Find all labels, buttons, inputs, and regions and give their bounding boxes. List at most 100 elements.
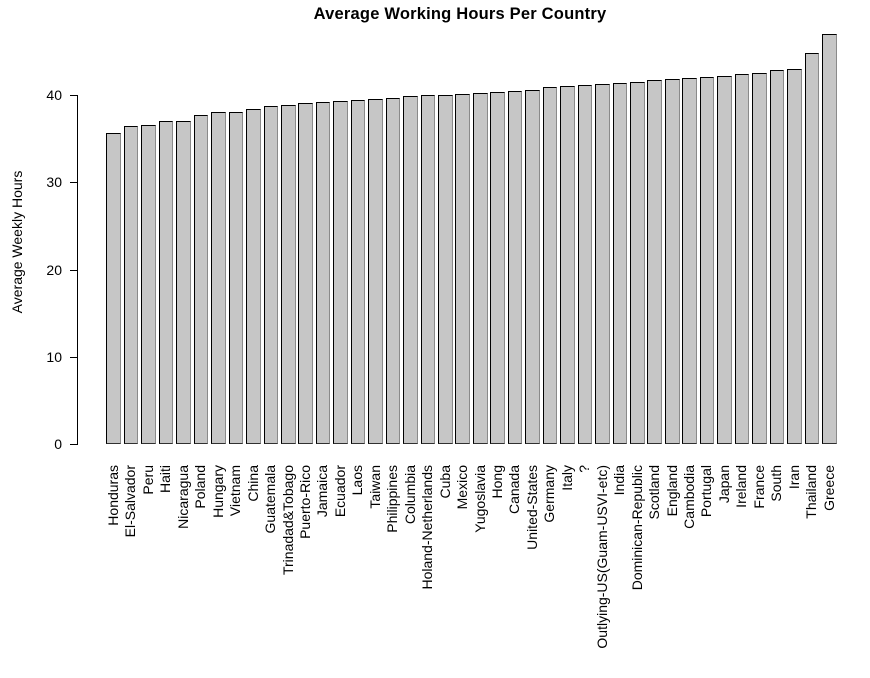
x-label-cell: Yugoslavia (472, 465, 489, 675)
bar-cell (122, 0, 139, 444)
bar-cell (524, 0, 541, 444)
bar (717, 76, 732, 444)
bar (158, 121, 174, 444)
x-label-cell: Germany (541, 465, 558, 675)
x-tick-label: Hong (488, 465, 505, 499)
bar-cell (489, 0, 506, 444)
bar-cell (297, 0, 314, 444)
y-tick-mark (70, 356, 77, 358)
x-label-cell: China (245, 465, 262, 675)
bar-cell (419, 0, 436, 444)
x-tick-label: Laos (349, 465, 366, 496)
bar (141, 125, 156, 444)
x-tick-label: China (244, 465, 261, 502)
bar-cell (629, 0, 646, 444)
x-label-cell: Poland (192, 465, 209, 675)
x-tick-label: India (611, 465, 628, 496)
y-tick-label: 0 (54, 436, 62, 452)
bar-cell (314, 0, 331, 444)
x-tick-label: Nicaragua (174, 465, 191, 529)
x-label-cell: Puerto-Rico (297, 465, 314, 675)
bar-cell (245, 0, 262, 444)
x-tick-label: Thailand (803, 465, 820, 519)
bar (228, 112, 244, 444)
bar-cell (664, 0, 681, 444)
bar-cell (646, 0, 663, 444)
x-axis-labels: Honduras El-Salvador Peru Haiti Nicaragua Pol… (105, 465, 838, 675)
bar (507, 91, 523, 444)
x-label-cell: Outlying-US(Guam-USVI-etc) (594, 465, 611, 675)
bar (123, 126, 139, 444)
x-tick-label: ? (576, 465, 593, 473)
y-tick-label: 40 (46, 87, 62, 103)
x-tick-label: El-Salvador (122, 465, 139, 538)
x-tick-label: South (768, 465, 785, 502)
bar-cell (751, 0, 768, 444)
x-tick-label: Cambodia (680, 465, 697, 529)
x-label-cell: Dominican-Republic (629, 465, 646, 675)
x-tick-label: Japan (715, 465, 732, 504)
bar (455, 94, 471, 444)
x-label-cell: Honduras (105, 465, 122, 675)
bar-cell (454, 0, 471, 444)
x-label-cell: Ireland (733, 465, 750, 675)
bar-cell (227, 0, 244, 444)
x-tick-label: England (663, 465, 680, 517)
x-tick-label: Scotland (646, 465, 663, 520)
bar (752, 73, 767, 444)
x-tick-label: Vietnam (227, 465, 244, 517)
x-label-cell: Peru (140, 465, 157, 675)
bar-cell (105, 0, 122, 444)
bar (368, 99, 383, 444)
x-label-cell: Hong (489, 465, 506, 675)
bar-cell (786, 0, 803, 444)
bar (577, 85, 593, 444)
x-tick-label: Poland (192, 465, 209, 509)
x-label-cell: Jamaica (314, 465, 331, 675)
bar-cell (402, 0, 419, 444)
bar-cell (262, 0, 279, 444)
bar (560, 86, 575, 444)
bar (403, 96, 418, 444)
bar (612, 83, 628, 444)
bar (525, 90, 540, 444)
bar (647, 80, 663, 444)
x-tick-label: Italy (558, 465, 575, 491)
bar-cell (332, 0, 349, 444)
chart-title: Average Working Hours Per Country (313, 5, 607, 23)
bar (595, 84, 610, 444)
bar (699, 77, 715, 444)
bars-area (105, 0, 838, 444)
bar (106, 133, 122, 444)
x-label-cell: Iran (786, 465, 803, 675)
x-tick-label: Puerto-Rico (296, 465, 313, 539)
x-tick-label: Canada (506, 465, 523, 515)
x-label-cell: Guatemala (262, 465, 279, 675)
bar-cell (175, 0, 192, 444)
bar-cell (698, 0, 715, 444)
bar (263, 106, 279, 444)
y-tick-label: 10 (46, 349, 62, 365)
x-tick-label: Ireland (733, 465, 750, 508)
x-label-cell: France (751, 465, 768, 675)
bar-cell (803, 0, 820, 444)
x-tick-label: Dominican-Republic (628, 465, 645, 591)
x-tick-label: Philippines (384, 465, 401, 533)
y-tick-label: 20 (46, 262, 62, 278)
bar (280, 105, 296, 444)
x-tick-label: Taiwan (366, 465, 383, 509)
x-tick-label: Haiti (157, 465, 174, 494)
x-tick-label: Honduras (105, 465, 121, 526)
x-label-cell: Portugal (698, 465, 715, 675)
bar (246, 109, 261, 444)
bar-cell (716, 0, 733, 444)
x-tick-label: Portugal (698, 465, 715, 518)
x-label-cell: Mexico (454, 465, 471, 675)
bar (350, 100, 366, 444)
x-tick-label: United-States (523, 465, 540, 550)
x-label-cell: Italy (559, 465, 576, 675)
y-tick-mark (70, 181, 77, 183)
x-tick-label: Outlying-US(Guam-USVI-etc) (593, 465, 610, 649)
x-tick-label: Columbia (401, 465, 418, 525)
bar (176, 121, 191, 444)
